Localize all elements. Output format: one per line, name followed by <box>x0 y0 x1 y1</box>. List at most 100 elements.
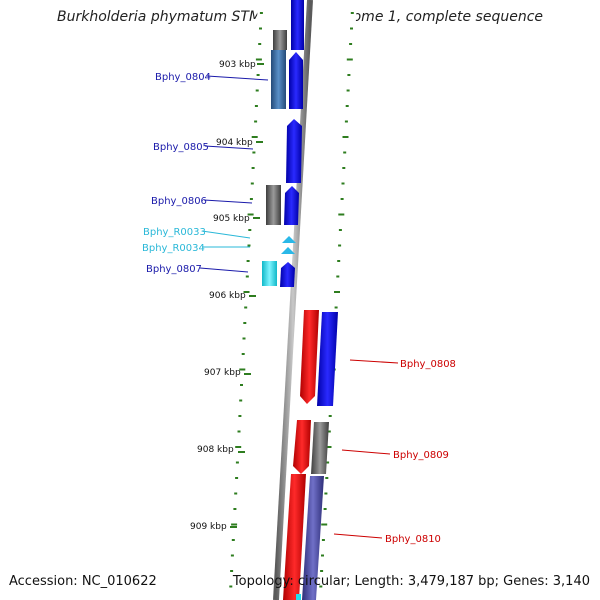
scale-dot-right <box>321 554 324 557</box>
scale-label-909: 909 kbp <box>190 522 227 532</box>
scale-dot-left <box>233 508 237 510</box>
scale-dot-left <box>247 244 251 247</box>
gene-label-bphy-0807[interactable]: Bphy_0807 <box>146 264 202 275</box>
scale-dot-left <box>259 12 263 14</box>
gene-label-bphy-0810[interactable]: Bphy_0810 <box>385 534 441 545</box>
gene-feature-0808[interactable] <box>317 312 338 406</box>
scale-dot-right <box>346 58 353 61</box>
scale-dots <box>229 12 354 588</box>
gene-label-bphy-r0034[interactable]: Bphy_R0034 <box>142 243 205 254</box>
scale-dot-right <box>323 508 327 510</box>
scale-dot-right <box>342 136 349 138</box>
scale-dot-right <box>336 275 340 278</box>
scale-dot-left <box>248 229 252 231</box>
scale-dot-right <box>334 306 338 309</box>
scale-dot-left <box>239 368 246 371</box>
gene-feature-r0033[interactable] <box>282 236 296 243</box>
scale-dot-left <box>230 554 234 557</box>
scale-dot-left <box>229 585 233 588</box>
gene-feature-0807-cyan[interactable] <box>262 261 277 286</box>
gene-feature-0810-red[interactable] <box>283 474 306 600</box>
scale-dot-left <box>237 430 241 433</box>
scale-label-904: 904 kbp <box>216 138 253 148</box>
gene-label-bphy-0804[interactable]: Bphy_0804 <box>155 72 211 83</box>
gene-label-bphy-r0033[interactable]: Bphy_R0033 <box>143 227 206 238</box>
scale-dot-right <box>350 27 353 30</box>
scale-dot-left <box>258 43 262 45</box>
gene-label-bphy-0805[interactable]: Bphy_0805 <box>153 142 209 153</box>
gene-feature-0806-grey[interactable] <box>266 185 281 225</box>
gene-feature-0807[interactable] <box>280 262 295 287</box>
scale-dot-left <box>238 415 242 417</box>
accession-text: Accession: NC_010622 <box>9 574 157 589</box>
scale-dot-right <box>349 43 353 45</box>
scale-dot-left <box>251 167 255 169</box>
scale-dot-right <box>325 446 332 448</box>
scale-dot-right <box>340 198 344 200</box>
gene-feature-bottom-cyan[interactable] <box>296 594 301 600</box>
gene-feature-0804-steel[interactable] <box>271 50 286 109</box>
scale-dot-left <box>259 27 262 30</box>
scale-dot-right <box>324 492 328 495</box>
scale-dot-left <box>244 306 248 309</box>
scale-dot-left <box>231 523 238 526</box>
scale-dot-left <box>255 58 262 61</box>
scale-dot-left <box>235 461 239 464</box>
scale-dot-left <box>240 384 243 386</box>
scale-dot-right <box>346 89 350 92</box>
scale-dot-right <box>338 244 342 247</box>
gene-feature-0804[interactable] <box>289 52 303 109</box>
scale-dot-left <box>230 570 234 572</box>
scale-dot-left <box>231 539 235 541</box>
scale-dot-right <box>344 120 348 123</box>
gene-features[interactable] <box>262 0 338 600</box>
scale-dot-left <box>245 275 249 278</box>
gene-feature-0809-red[interactable] <box>293 420 311 474</box>
scale-dot-left <box>254 120 258 123</box>
gene-feature-0806[interactable] <box>284 186 299 225</box>
scale-dot-right <box>345 105 349 107</box>
scale-dot-right <box>338 213 345 216</box>
gene-feature-0808-red[interactable] <box>300 310 319 404</box>
scale-dot-right <box>334 291 340 293</box>
scale-dot-left <box>239 399 243 402</box>
gene-feature-top-blue[interactable] <box>291 0 304 50</box>
scale-dot-right <box>347 74 351 76</box>
scale-dot-right <box>319 585 323 588</box>
gene-label-bphy-0806[interactable]: Bphy_0806 <box>151 196 207 207</box>
gene-feature-0810[interactable] <box>302 476 324 600</box>
gene-feature-top-grey[interactable] <box>273 30 287 50</box>
scale-major-ticks <box>230 63 264 528</box>
scale-dot-left <box>251 136 258 138</box>
scale-dot-right <box>325 477 329 479</box>
scale-dot-right <box>342 167 346 169</box>
scale-dot-right <box>321 523 328 526</box>
scale-dot-right <box>341 182 345 185</box>
scale-dot-left <box>234 492 238 495</box>
scale-label-903: 903 kbp <box>219 60 256 70</box>
scale-dot-left <box>247 213 254 216</box>
scale-dot-left <box>249 198 253 200</box>
topology-text: Topology: circular; Length: 3,479,187 bp… <box>232 574 590 589</box>
chromosome-backbone <box>273 0 313 600</box>
gene-feature-r0034[interactable] <box>281 247 295 254</box>
scale-dot-right <box>338 229 342 231</box>
gene-feature-0805[interactable] <box>286 119 302 183</box>
scale-label-908: 908 kbp <box>197 445 234 455</box>
scale-label-907: 907 kbp <box>204 368 241 378</box>
scale-dot-left <box>235 477 239 479</box>
scale-dot-left <box>255 89 259 92</box>
scale-label-906: 906 kbp <box>209 291 246 301</box>
label-leaders <box>199 75 399 539</box>
scale-dot-left <box>250 182 254 185</box>
gene-label-bphy-0809[interactable]: Bphy_0809 <box>393 450 449 461</box>
gene-labels[interactable]: Bphy_0804 Bphy_0805 Bphy_0806 Bphy_R0033… <box>142 72 456 545</box>
scale-dot-right <box>320 570 324 572</box>
scale-dot-right <box>321 539 325 541</box>
gene-feature-0809[interactable] <box>311 422 329 474</box>
gene-label-bphy-0808[interactable]: Bphy_0808 <box>400 359 456 370</box>
scale-dot-left <box>252 151 256 154</box>
scale-dot-right <box>328 415 332 417</box>
scale-dot-right <box>337 260 341 262</box>
